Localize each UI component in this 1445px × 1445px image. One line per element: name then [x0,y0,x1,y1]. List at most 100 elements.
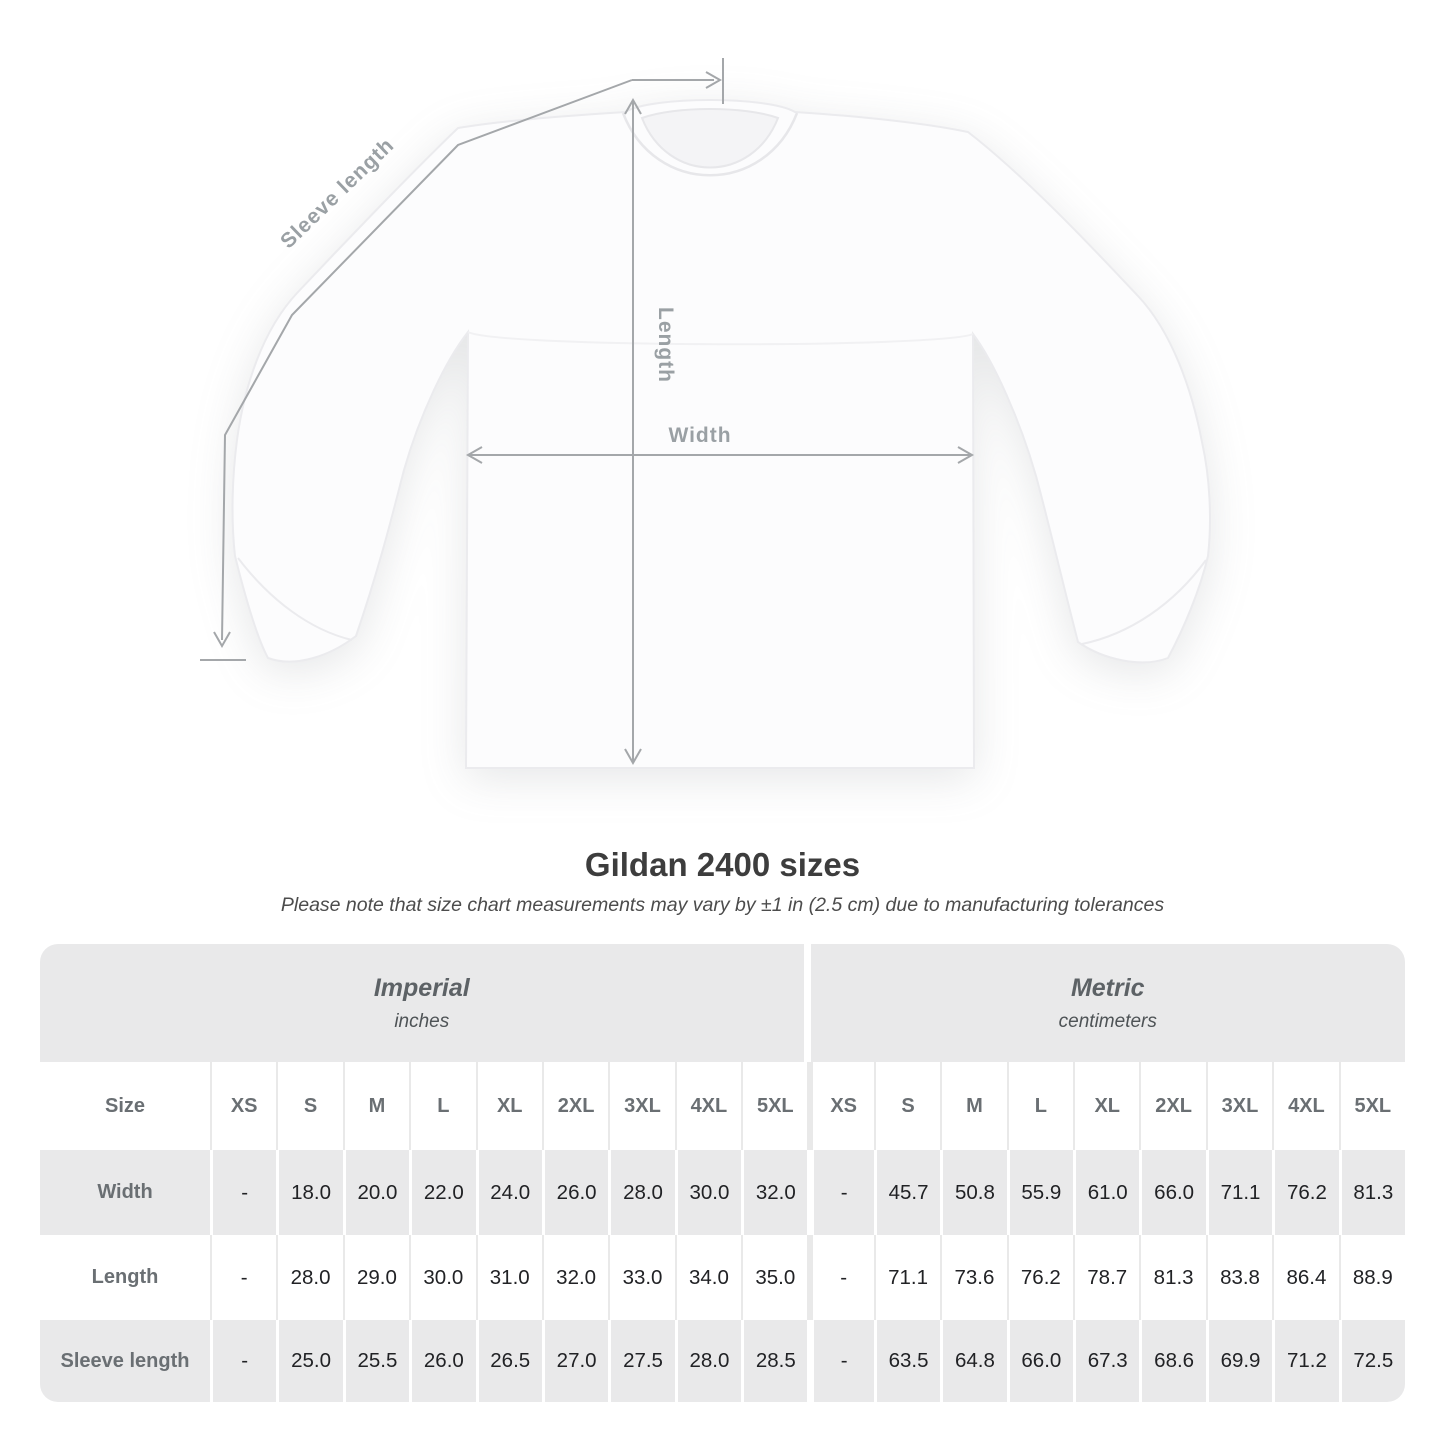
metric-value: 71.2 [1272,1320,1339,1402]
size-header-row: Size XS S M L XL 2XL 3XL 4XL 5XL XS S M L XL 2XL 3XL 4XL 5… [40,1062,1405,1150]
imperial-value: 28.0 [608,1150,675,1235]
shirt-measurement-diagram: Sleeve length Length Width [200,58,1211,769]
imperial-value: 31.0 [475,1235,542,1320]
size-col-imperial-XL: XL [475,1062,542,1150]
size-col-imperial-3XL: 3XL [608,1062,675,1150]
imperial-value: - [210,1150,277,1235]
row-label: Length [40,1235,210,1320]
metric-value: 66.0 [1006,1320,1074,1402]
imperial-value: 34.0 [674,1235,742,1320]
imperial-value: - [210,1320,277,1402]
sleeve-length-down-arrowhead [213,631,231,649]
size-col-imperial-2XL: 2XL [541,1062,609,1150]
metric-value: 76.2 [1272,1150,1339,1235]
imperial-value: 25.5 [342,1320,410,1402]
measurement-rows: Width -18.0 20.0 22.0 24.0 26.0 28.0 30.0 32.0-4… [40,1150,1405,1402]
collar-inside [640,108,780,169]
imperial-value: 18.0 [276,1150,343,1235]
size-col-metric-XL: XL [1073,1062,1140,1150]
metric-value: 73.6 [940,1235,1007,1320]
imperial-value: 27.5 [608,1320,675,1402]
size-col-metric-L: L [1006,1062,1074,1150]
length-dimension: Length [624,97,677,766]
imperial-value: 22.0 [409,1150,476,1235]
sleeve-length-right-arrowhead [705,71,723,89]
imperial-value: 30.0 [409,1235,476,1320]
title-block: Gildan 2400 sizes Please note that size … [0,846,1445,917]
metric-value: 50.8 [940,1150,1007,1235]
size-col-imperial-S: S [276,1062,343,1150]
size-col-metric-S: S [873,1062,941,1150]
imperial-value: 27.0 [541,1320,609,1402]
shirt-diagram-svg: Sleeve length Length Width [200,58,1211,769]
imperial-value: 29.0 [342,1235,410,1320]
width-right-arrowhead [957,446,975,464]
measurement-row-sleeve-length: Sleeve length -25.0 25.5 26.0 26.5 27.0 27.5 28… [40,1320,1405,1402]
size-col-metric-2XL: 2XL [1139,1062,1206,1150]
imperial-value: 28.5 [741,1320,808,1402]
imperial-section-label: Imperial [373,973,470,1002]
size-col-metric-3XL: 3XL [1205,1062,1273,1150]
collar-band-seam [621,112,799,177]
imperial-value: 32.0 [741,1150,808,1235]
metric-section-unit: centimeters [1058,1010,1157,1032]
size-col-metric-XS: XS [807,1062,874,1150]
imperial-value: 25.0 [276,1320,343,1402]
imperial-section-header: Imperial inches [40,944,804,1062]
metric-value: 61.0 [1073,1150,1140,1235]
page-title: Gildan 2400 sizes [584,846,861,883]
metric-value: 71.1 [1205,1150,1273,1235]
metric-value: 67.3 [1073,1320,1140,1402]
size-chart-table: Imperial inches Metric centimeters Size X… [40,944,1405,1402]
size-row-label: Size [40,1062,210,1150]
size-col-imperial-L: L [409,1062,476,1150]
length-label: Length [654,307,677,383]
metric-section-label: Metric [1070,973,1145,1002]
length-up-arrowhead [624,97,642,115]
width-left-arrowhead [465,446,483,464]
size-col-imperial-M: M [342,1062,410,1150]
imperial-value: 26.5 [475,1320,542,1402]
metric-value: 55.9 [1006,1150,1074,1235]
imperial-value: - [210,1235,277,1320]
row-label: Width [40,1150,210,1235]
metric-section-header: Metric centimeters [810,944,1405,1062]
size-col-metric-4XL: 4XL [1272,1062,1339,1150]
size-col-imperial-XS: XS [210,1062,277,1150]
row-label: Sleeve length [40,1320,210,1402]
metric-value: 76.2 [1006,1235,1074,1320]
sleeve-length-polyline [221,79,633,641]
size-col-metric-5XL: 5XL [1338,1062,1405,1150]
metric-value: 72.5 [1338,1320,1405,1402]
width-dimension: Width [465,424,975,464]
imperial-value: 28.0 [276,1235,343,1320]
metric-value: 78.7 [1073,1235,1140,1320]
size-col-metric-M: M [940,1062,1007,1150]
left-cuff-seam [237,557,353,641]
imperial-value: 30.0 [674,1150,742,1235]
metric-value: 69.9 [1205,1320,1273,1402]
imperial-value: 26.0 [409,1320,476,1402]
imperial-section-unit: inches [394,1010,450,1032]
metric-value: 45.7 [873,1150,941,1235]
imperial-value: 28.0 [674,1320,742,1402]
metric-value: 63.5 [873,1320,941,1402]
metric-value: - [807,1320,874,1402]
imperial-value: 32.0 [541,1235,609,1320]
metric-value: 64.8 [940,1320,1007,1402]
tolerance-note: Please note that size chart measurements… [280,894,1165,916]
metric-value: 66.0 [1139,1150,1206,1235]
imperial-value: 20.0 [342,1150,410,1235]
length-down-arrowhead [624,748,642,766]
metric-value: 81.3 [1139,1235,1206,1320]
size-col-imperial-5XL: 5XL [741,1062,808,1150]
metric-value: 81.3 [1338,1150,1405,1235]
metric-value: 71.1 [873,1235,941,1320]
imperial-value: 24.0 [475,1150,542,1235]
chest-fold [467,331,974,346]
width-label: Width [668,424,731,447]
metric-value: 88.9 [1338,1235,1405,1320]
metric-value: - [807,1235,874,1320]
shirt-body-outline [231,99,1211,769]
